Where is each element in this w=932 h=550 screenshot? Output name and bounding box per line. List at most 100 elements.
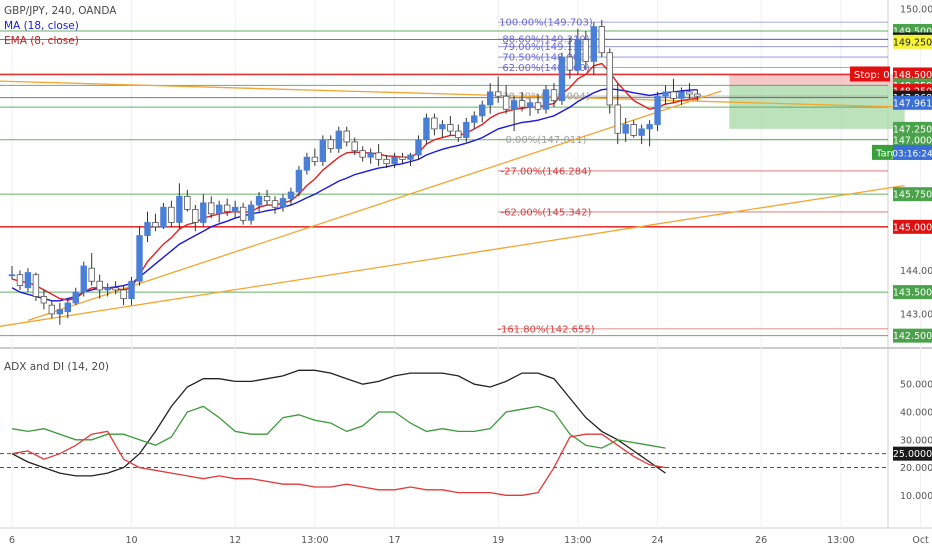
adx-tick: 30.0000 (900, 435, 932, 446)
candle-body (351, 141, 358, 152)
candle-body (40, 296, 48, 304)
candle-body (678, 91, 685, 99)
price-badge (893, 121, 932, 136)
candle-body (550, 89, 558, 101)
candle-body (391, 156, 398, 165)
candle-body (423, 117, 430, 141)
candle-body (104, 287, 111, 291)
candle-body (72, 291, 79, 304)
candle-body (80, 265, 87, 293)
time-tick: 6 (9, 535, 15, 546)
candle-body (152, 222, 159, 228)
candle-body (112, 287, 119, 291)
candle-body (367, 152, 374, 158)
legend-symbol: GBP/JPY, 240, OANDA (4, 5, 117, 17)
trendline (0, 184, 905, 327)
stop-label-bg (850, 66, 890, 82)
fib-label: 62.00%(148.660) (502, 63, 589, 74)
candle-body (502, 95, 510, 110)
candle-body (399, 156, 406, 160)
candle-body (168, 206, 175, 223)
candle-body (192, 209, 199, 223)
candle-body (383, 158, 390, 165)
price-badge (893, 132, 932, 147)
candle-body (542, 89, 550, 110)
candle-body (184, 195, 191, 210)
fib-label: -62.00%(145.342) (501, 207, 592, 218)
candle-body (223, 204, 231, 212)
candle-body (439, 124, 446, 130)
candle-body (64, 302, 71, 313)
adx-key-badge (893, 446, 932, 461)
candle-body (662, 91, 669, 97)
candle-body (375, 152, 382, 160)
ma-line (11, 88, 698, 302)
price-badge (893, 219, 932, 234)
price-tick: 143.000 (900, 309, 932, 320)
fib-label: 88.60%(149.310) (502, 35, 589, 46)
legend-adx: ADX and DI (14, 20) (4, 361, 109, 373)
fib-label: -27.00%(146.284) (501, 166, 592, 177)
candle-body (279, 198, 287, 208)
price-badge-label: 143.500 (893, 288, 932, 299)
candle-body (160, 206, 167, 228)
candle-body (8, 274, 16, 277)
price-badge-label: 145.000 (893, 222, 932, 233)
price-badge (893, 285, 932, 300)
candle-body (88, 267, 95, 282)
price-badge (893, 328, 932, 343)
candle-body (494, 91, 502, 97)
fib-label: 79.00%(149.138) (502, 42, 589, 53)
candle-body (327, 139, 334, 149)
trendline (27, 90, 722, 322)
candle-body (694, 93, 701, 97)
candle-body (335, 130, 342, 149)
candle-body (606, 52, 613, 106)
stop-zone (729, 74, 905, 86)
candle-body (582, 39, 590, 62)
candle-body (319, 139, 327, 162)
price-tick: 144.000 (900, 266, 932, 277)
candle-body (574, 39, 582, 71)
fib-label: 100.00%(149.703) (499, 18, 593, 29)
candle-body (24, 272, 32, 289)
candle-body (518, 100, 526, 108)
candle-body (526, 102, 534, 108)
candle-body (271, 200, 279, 208)
candle-body (263, 195, 271, 202)
candle-body (120, 289, 127, 300)
price-badge-label: 147.000 (893, 135, 932, 146)
candle-body (471, 115, 478, 123)
price-badge (893, 187, 932, 202)
countdown-bg (893, 144, 932, 160)
adx-key-label: 25.0000 (893, 449, 932, 460)
time-tick: 19 (492, 535, 504, 546)
candle-body (343, 130, 350, 143)
trendline (0, 80, 905, 108)
time-tick: Oct (912, 535, 929, 546)
candle-body (558, 56, 566, 101)
adx-series-line (11, 430, 666, 496)
candle-body (200, 202, 207, 223)
candle-body (670, 91, 677, 99)
fib-label: 70.50%(148.900) (502, 53, 589, 64)
candle-body (431, 117, 438, 130)
price-badge-label: 149.500 (893, 26, 932, 37)
candle-body (598, 26, 605, 54)
adx-series-line (11, 405, 666, 449)
candle-body (96, 280, 103, 291)
stop-label: Stop: 0. (854, 70, 893, 81)
candle-body (534, 102, 542, 110)
adx-tick: 10.0000 (900, 491, 932, 502)
candle-body (295, 169, 303, 193)
price-badge-label: 147.250 (893, 124, 932, 135)
candle-body (510, 100, 518, 110)
candle-body (447, 124, 454, 132)
candle-body (287, 191, 295, 199)
candle-body (48, 304, 56, 315)
candle-body (128, 280, 135, 300)
time-tick: 13:00 (827, 535, 854, 546)
candle-body (136, 235, 143, 282)
countdown-label: 03:16:24 (892, 149, 932, 159)
